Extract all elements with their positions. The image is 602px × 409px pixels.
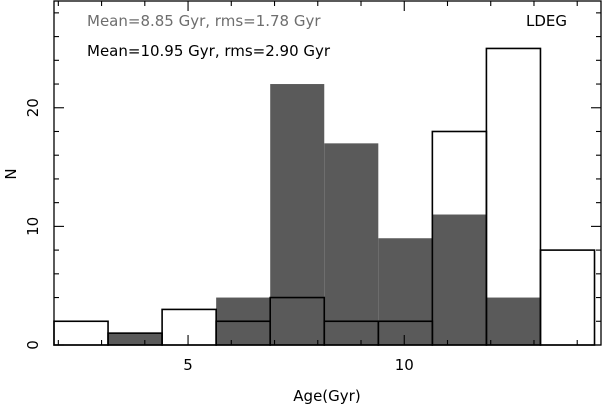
plot-frame [53,0,602,346]
filled-bar-6 [378,238,433,345]
y-tick-label-10: 10 [24,217,42,236]
gray-stats-annotation: Mean=8.85 Gyr, rms=1.78 Gyr [87,12,321,30]
filled-bar-8 [486,297,541,345]
y-tick-label-0: 0 [24,340,42,350]
filled-bar-5 [324,143,379,345]
filled-histogram-series [108,84,541,345]
filled-bar-4 [270,84,325,345]
y-tick-labels: 0 10 20 [24,98,42,350]
x-tick-label-10: 10 [395,356,414,374]
black-stats-annotation: Mean=10.95 Gyr, rms=2.90 Gyr [87,42,331,60]
x-axis-label: Age(Gyr) [293,387,360,405]
x-tick-label-5: 5 [183,356,193,374]
x-tick-labels: 5 10 [183,356,414,374]
outline-bar-2 [161,308,217,346]
outline-bar-9 [539,249,596,346]
sample-label: LDEG [526,12,567,30]
y-axis-label: N [2,168,20,179]
filled-bar-7 [432,214,487,345]
y-tick-label-20: 20 [24,98,42,117]
axis-ticks [54,1,601,346]
filled-bar-1 [108,333,163,345]
outline-bar-0 [53,320,109,346]
